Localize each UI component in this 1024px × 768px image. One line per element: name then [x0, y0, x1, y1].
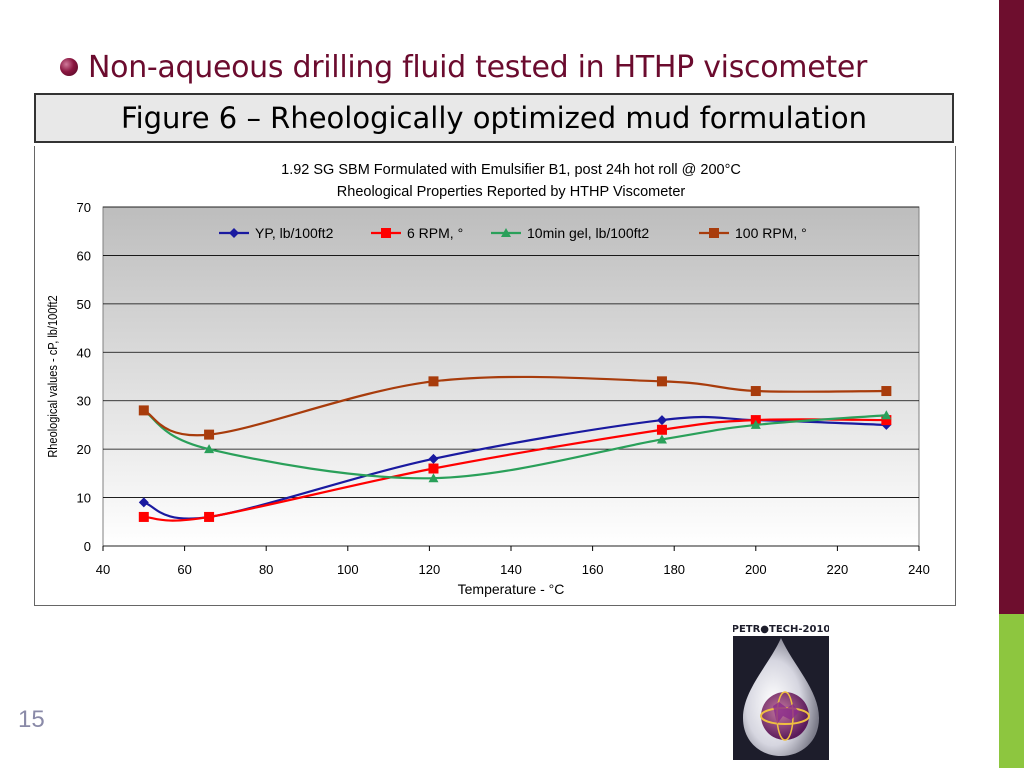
y-tick-label: 0 [84, 539, 91, 554]
legend-label-3: 100 RPM, ° [735, 225, 807, 241]
data-point [656, 424, 667, 435]
legend-marker [229, 228, 239, 238]
y-tick-label: 60 [77, 248, 91, 263]
x-tick-label: 220 [827, 562, 849, 577]
y-tick-label: 10 [77, 491, 91, 506]
y-tick-label: 20 [77, 442, 91, 457]
accent-bar-top [999, 0, 1024, 614]
legend-marker [501, 228, 511, 237]
data-point [750, 386, 761, 397]
data-point [204, 444, 215, 454]
slide-title-text: Non-aqueous drilling fluid tested in HTH… [88, 49, 868, 85]
figure-caption: Figure 6 – Rheologically optimized mud f… [34, 93, 954, 143]
legend-label-2: 10min gel, lb/100ft2 [527, 225, 649, 241]
accent-bar-bottom [999, 614, 1024, 768]
petrotech-logo-icon: PETR●TECH-2010 [733, 620, 829, 760]
y-tick-label: 30 [77, 394, 91, 409]
data-point [750, 419, 761, 429]
legend-marker [709, 228, 719, 238]
data-point [428, 463, 439, 474]
data-point [204, 511, 215, 522]
x-tick-label: 240 [908, 562, 930, 577]
x-tick-label: 160 [582, 562, 604, 577]
data-point [656, 415, 667, 426]
slide-title: Non-aqueous drilling fluid tested in HTH… [60, 42, 867, 92]
data-point [428, 376, 439, 387]
legend-label-0: YP, lb/100ft2 [255, 225, 334, 241]
data-point [428, 453, 439, 464]
data-point [204, 429, 215, 440]
y-tick-label: 40 [77, 345, 91, 360]
x-tick-label: 80 [259, 562, 273, 577]
x-tick-label: 60 [177, 562, 191, 577]
legend-marker [381, 228, 391, 238]
x-tick-label: 40 [96, 562, 110, 577]
data-point [428, 473, 439, 483]
y-tick-label: 50 [77, 297, 91, 312]
x-tick-label: 120 [419, 562, 441, 577]
data-point [881, 386, 892, 397]
data-point [881, 415, 892, 426]
data-point [138, 497, 149, 508]
data-point [138, 511, 149, 522]
x-tick-label: 180 [663, 562, 685, 577]
data-point [881, 410, 892, 420]
x-tick-label: 200 [745, 562, 767, 577]
chart-container: 0 10 20 30 40 50 60 70 40 60 80 100 120 140 160 180 200 2… [34, 146, 956, 606]
data-point [656, 434, 667, 444]
legend-label-1: 6 RPM, ° [407, 225, 463, 241]
data-point [138, 405, 149, 416]
x-axis-label: Temperature - °C [458, 581, 565, 597]
logo-text: PETR●TECH-2010 [733, 624, 829, 635]
y-axis-label: Rheological values - cP, lb/100ft2 [45, 295, 60, 458]
data-point [656, 376, 667, 387]
x-tick-label: 100 [337, 562, 359, 577]
y-tick-label: 70 [77, 200, 91, 215]
x-tick-label: 140 [500, 562, 522, 577]
chart-title: 1.92 SG SBM Formulated with Emulsifier B… [281, 162, 741, 178]
chart-subtitle: Rheological Properties Reported by HTHP … [337, 184, 686, 200]
page-number: 15 [18, 706, 45, 733]
bullet-icon [60, 58, 78, 76]
line-chart: 0 10 20 30 40 50 60 70 40 60 80 100 120 140 160 180 200 2… [45, 162, 930, 597]
